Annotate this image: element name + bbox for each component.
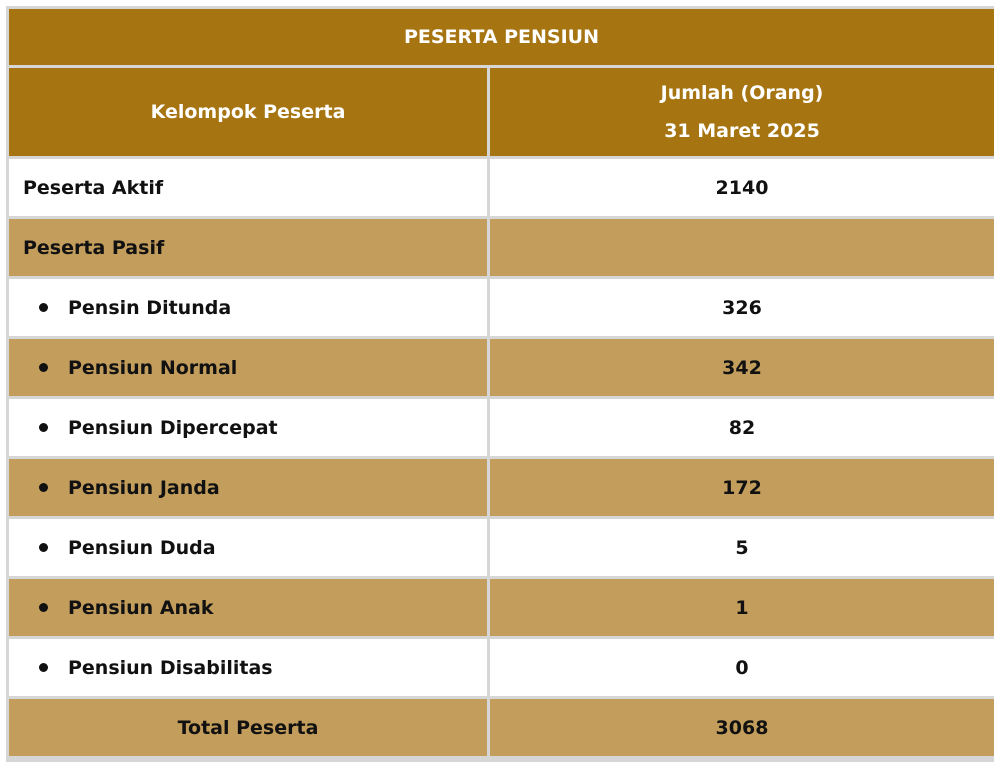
row-label-passive: Peserta Pasif — [9, 219, 487, 276]
row-label-widow: Pensiun Janda — [9, 459, 487, 516]
bullet-icon — [39, 603, 48, 612]
column-header-count: Jumlah (Orang) 31 Maret 2025 — [490, 68, 994, 156]
total-value: 3068 — [490, 699, 994, 756]
bullet-icon — [39, 423, 48, 432]
bullet-icon — [39, 303, 48, 312]
row-value-passive — [490, 219, 994, 276]
bullet-icon — [39, 483, 48, 492]
row-value-child: 1 — [490, 579, 994, 636]
column-header-date: 31 Maret 2025 — [664, 120, 820, 142]
row-value-deferred: 326 — [490, 279, 994, 336]
row-value-widow: 172 — [490, 459, 994, 516]
row-label-text: Pensiun Duda — [68, 536, 216, 559]
row-value-disability: 0 — [490, 639, 994, 696]
row-label-child: Pensiun Anak — [9, 579, 487, 636]
row-value-active: 2140 — [490, 159, 994, 216]
row-value-normal: 342 — [490, 339, 994, 396]
row-label-normal: Pensiun Normal — [9, 339, 487, 396]
row-label-text: Pensiun Normal — [68, 356, 238, 379]
row-label-early: Pensiun Dipercepat — [9, 399, 487, 456]
table-title: PESERTA PENSIUN — [9, 9, 994, 65]
row-label-active: Peserta Aktif — [9, 159, 487, 216]
row-label-text: Pensiun Disabilitas — [68, 656, 273, 679]
bullet-icon — [39, 663, 48, 672]
row-label-text: Pensiun Anak — [68, 596, 214, 619]
row-value-widower: 5 — [490, 519, 994, 576]
row-value-early: 82 — [490, 399, 994, 456]
bullet-icon — [39, 543, 48, 552]
column-header-group: Kelompok Peserta — [9, 68, 487, 156]
row-label-widower: Pensiun Duda — [9, 519, 487, 576]
row-label-text: Pensiun Janda — [68, 476, 220, 499]
row-label-disability: Pensiun Disabilitas — [9, 639, 487, 696]
bullet-icon — [39, 363, 48, 372]
row-label-deferred: Pensin Ditunda — [9, 279, 487, 336]
row-label-text: Pensin Ditunda — [68, 296, 232, 319]
total-label: Total Peserta — [9, 699, 487, 756]
pension-participants-table: PESERTA PENSIUN Kelompok Peserta Jumlah … — [6, 6, 994, 762]
column-header-count-label: Jumlah (Orang) — [660, 82, 824, 104]
row-label-text: Pensiun Dipercepat — [68, 416, 278, 439]
